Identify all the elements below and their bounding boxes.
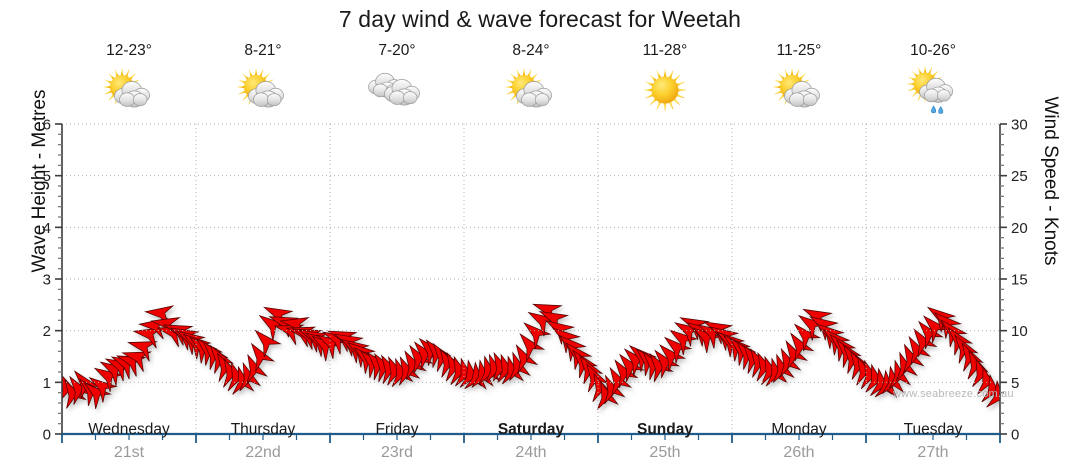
day-name-label: Friday xyxy=(375,421,419,438)
day-footer-monday: Monday 26th xyxy=(732,418,866,468)
right-tick-label: 30 xyxy=(1011,117,1028,134)
wind-arrow xyxy=(654,349,681,379)
weather-icon-cell xyxy=(330,62,464,120)
watermark: www.seabreeze.com.au xyxy=(893,388,1014,400)
day-date-label: 23rd xyxy=(380,444,414,461)
day-name-label: Wednesday xyxy=(88,421,170,438)
day-date-label: 26th xyxy=(783,444,815,461)
day-header-wednesday: 12-23° xyxy=(62,40,196,126)
right-tick-label: 15 xyxy=(1011,272,1028,289)
wind-arrow xyxy=(986,379,1000,409)
wind-arrow xyxy=(254,329,282,358)
day-name-label: Thursday xyxy=(230,421,296,438)
day-name-label: Saturday xyxy=(497,421,565,438)
day-date-label: 21st xyxy=(113,444,145,461)
wind-arrow xyxy=(790,332,815,362)
day-header-monday: 11-25° xyxy=(732,40,866,126)
wind-arrow xyxy=(88,376,118,403)
right-tick-label: 0 xyxy=(1011,427,1019,444)
temperature-range: 11-25° xyxy=(776,42,822,59)
temperature-range: 11-28° xyxy=(642,42,688,59)
day-footer-friday: Friday 23rd xyxy=(330,418,464,468)
forecast-plot-svg xyxy=(62,303,1000,410)
page-title: 7 day wind & wave forecast for Weetah xyxy=(338,6,742,32)
day-date-label: 22nd xyxy=(245,444,281,461)
day-date-label: 24th xyxy=(515,444,547,461)
weather-icon-cell xyxy=(598,62,732,120)
sun-behind-cloud-icon xyxy=(504,67,552,108)
temperature-range: 10-26° xyxy=(910,42,956,59)
wind-arrow xyxy=(668,329,699,356)
right-axis-title: Wind Speed - Knots xyxy=(1040,96,1061,266)
plot-area xyxy=(62,124,1000,434)
weather-icon-cell xyxy=(464,62,598,120)
wind-arrow-series xyxy=(62,303,1000,410)
wind-arrow xyxy=(881,365,905,394)
wind-arrow xyxy=(83,382,113,410)
wind-arrow xyxy=(250,342,276,372)
right-tick-label: 20 xyxy=(1011,220,1028,237)
weather-icon-cell xyxy=(62,62,196,120)
wind-arrow xyxy=(519,332,546,362)
wind-arrow xyxy=(232,365,255,395)
day-name-label: Sunday xyxy=(637,421,693,438)
sunny-icon xyxy=(643,68,687,112)
weather-icon-cell xyxy=(732,62,866,120)
wind-arrow xyxy=(523,322,552,350)
temperature-range: 7-20° xyxy=(378,42,416,59)
day-header-tuesday: 10-26° xyxy=(866,40,1000,126)
day-date-label: 25th xyxy=(649,444,681,461)
sun-behind-cloud-icon xyxy=(236,67,284,108)
wind-arrow xyxy=(765,357,788,387)
cloudy-icon xyxy=(368,72,420,106)
wind-arrow xyxy=(918,320,944,350)
day-name-label: Monday xyxy=(771,421,827,438)
left-tick-label: 0 xyxy=(43,427,51,444)
day-header-thursday: 8-21° xyxy=(196,40,330,126)
wind-arrow xyxy=(874,369,898,399)
left-tick-label: 1 xyxy=(43,375,51,392)
temperature-range: 12-23° xyxy=(106,42,152,59)
day-footer-wednesday: Wednesday 21st xyxy=(62,418,196,468)
temperature-range: 8-21° xyxy=(244,42,282,59)
wind-arrow xyxy=(659,344,687,372)
weather-icon-cell xyxy=(196,62,330,120)
wind-arrow xyxy=(501,355,525,385)
day-date-label: 27th xyxy=(917,444,949,461)
day-footer-saturday: Saturday 24th xyxy=(464,418,598,468)
wind-arrow xyxy=(619,353,645,383)
day-header-saturday: 8-24° xyxy=(464,40,598,126)
day-footer-tuesday: Tuesday 27th xyxy=(866,418,1000,468)
day-header-sunday: 11-28° xyxy=(598,40,732,126)
day-footer-sunday: Sunday 25th xyxy=(598,418,732,468)
temperature-range: 8-24° xyxy=(512,42,550,59)
right-tick-label: 10 xyxy=(1011,323,1028,340)
day-header-friday: 7-20° xyxy=(330,40,464,126)
sun-behind-cloud-rain-icon xyxy=(906,65,954,114)
left-axis-title: Wave Height - Metres xyxy=(29,89,50,273)
wind-arrow xyxy=(663,336,693,364)
day-footer-thursday: Thursday 22nd xyxy=(196,418,330,468)
day-name-label: Tuesday xyxy=(903,421,963,438)
right-tick-label: 25 xyxy=(1011,168,1028,185)
sun-behind-cloud-icon xyxy=(772,67,820,108)
weather-icon-cell xyxy=(866,62,1000,120)
sun-behind-cloud-icon xyxy=(102,67,150,108)
